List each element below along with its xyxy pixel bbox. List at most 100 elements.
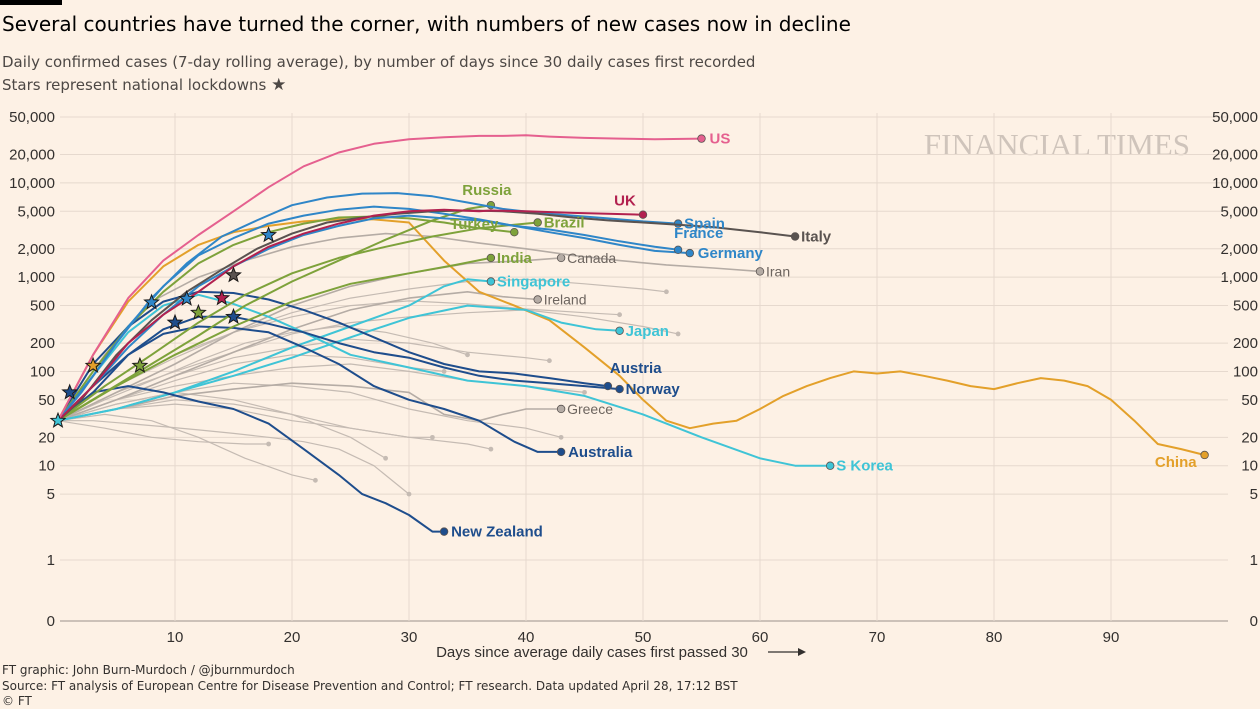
y-tick-label-left: 1 bbox=[47, 552, 55, 569]
series-label-iran: Iran bbox=[766, 263, 790, 279]
y-tick-label-left: 50 bbox=[38, 392, 55, 409]
series-line-norway bbox=[57, 315, 620, 422]
series-label-greece: Greece bbox=[567, 401, 613, 417]
y-tick-label-left: 10 bbox=[38, 458, 55, 475]
x-axis-label: Days since average daily cases first pas… bbox=[436, 644, 748, 660]
series-label-norway: Norway bbox=[626, 381, 681, 398]
star-icon: ★ bbox=[271, 75, 287, 95]
ft-brand-bar bbox=[0, 0, 62, 5]
background-country-line bbox=[57, 300, 620, 422]
series-endpoint-iran bbox=[755, 267, 765, 276]
background-country-endpoint bbox=[582, 389, 587, 395]
y-tick-label-left: 1,000 bbox=[17, 269, 55, 286]
series-label-turkey: Turkey bbox=[450, 216, 499, 233]
x-tick-label: 10 bbox=[167, 629, 184, 646]
lockdown-star-icon bbox=[84, 356, 102, 373]
y-tick-label-left: 50,000 bbox=[9, 109, 55, 126]
series-endpoint-china bbox=[1200, 450, 1209, 460]
series-endpoint-japan bbox=[615, 326, 624, 335]
series-label-singapore: Singapore bbox=[497, 273, 570, 290]
series-label-new-zealand: New Zealand bbox=[451, 524, 543, 541]
chart-subtitle-lockdown: Stars represent national lockdowns ★ bbox=[2, 75, 286, 95]
series-endpoint-italy bbox=[790, 232, 800, 241]
y-tick-label-right: 50 bbox=[1241, 392, 1258, 409]
y-tick-label-left: 20,000 bbox=[9, 147, 55, 164]
y-tick-label-right: 500 bbox=[1233, 298, 1258, 315]
background-country-line bbox=[57, 382, 562, 438]
background-country-line bbox=[58, 420, 410, 495]
series-line-greece bbox=[57, 382, 562, 422]
background-country-endpoint bbox=[383, 455, 388, 461]
lockdown-note: Stars represent national lockdowns bbox=[2, 76, 267, 94]
series-endpoint-brazil bbox=[533, 218, 542, 227]
x-tick-label: 30 bbox=[401, 629, 418, 646]
x-tick-label: 60 bbox=[752, 629, 769, 646]
lockdown-star-icon bbox=[49, 411, 67, 428]
series-endpoint-norway bbox=[615, 384, 624, 394]
y-tick-label-right: 5,000 bbox=[1220, 203, 1258, 220]
lockdown-star-icon bbox=[61, 383, 79, 400]
series-label-italy: Italy bbox=[801, 229, 832, 246]
series-line-canada bbox=[57, 257, 562, 422]
x-tick-label: 50 bbox=[635, 629, 652, 646]
chart-title: Several countries have turned the corner… bbox=[2, 12, 851, 36]
y-tick-label-right: 1 bbox=[1250, 552, 1258, 569]
series-endpoint-austria bbox=[603, 381, 613, 391]
background-country-endpoint bbox=[266, 441, 271, 447]
series-line-brazil bbox=[57, 221, 538, 422]
series-label-brazil: Brazil bbox=[544, 215, 585, 232]
y-tick-label-right: 2,000 bbox=[1220, 241, 1258, 258]
series-line-iran bbox=[57, 232, 761, 422]
series-label-russia: Russia bbox=[462, 182, 512, 199]
y-tick-label-left: 200 bbox=[30, 335, 55, 352]
lockdown-star-icon bbox=[213, 289, 231, 306]
x-tick-label: 40 bbox=[518, 629, 535, 646]
background-country-endpoint bbox=[488, 446, 494, 452]
y-tick-label-left: 2,000 bbox=[17, 241, 55, 258]
series-label-us: US bbox=[710, 131, 731, 148]
y-tick-label-right: 100 bbox=[1233, 363, 1258, 380]
series-endpoint-turkey bbox=[510, 227, 519, 237]
y-tick-label-left: 10,000 bbox=[9, 175, 55, 192]
background-country-endpoint bbox=[664, 289, 669, 295]
series-label-ireland: Ireland bbox=[544, 291, 587, 307]
series-line-australia bbox=[57, 325, 562, 453]
y-tick-label-right: 10 bbox=[1241, 458, 1258, 475]
series-label-japan: Japan bbox=[626, 323, 669, 340]
background-country-endpoint bbox=[558, 434, 564, 440]
chart-subtitle: Daily confirmed cases (7-day rolling ave… bbox=[2, 53, 756, 71]
series-endpoint-s-korea bbox=[826, 461, 835, 470]
footer-source: Source: FT analysis of European Centre f… bbox=[2, 679, 738, 693]
background-country-endpoint bbox=[675, 331, 681, 337]
series-endpoint-uk bbox=[638, 210, 648, 219]
series-endpoint-singapore bbox=[486, 277, 496, 286]
series-line-austria bbox=[57, 290, 609, 422]
y-tick-label-right: 10,000 bbox=[1212, 175, 1258, 192]
y-tick-label-left: 100 bbox=[30, 363, 55, 380]
series-endpoint-india bbox=[486, 253, 496, 263]
y-tick-label-left: 0 bbox=[47, 613, 55, 630]
background-country-endpoint bbox=[465, 352, 470, 358]
y-tick-label-right: 200 bbox=[1233, 335, 1258, 352]
y-tick-label-left: 5 bbox=[47, 486, 55, 503]
background-country-endpoint bbox=[313, 477, 318, 483]
series-endpoint-new-zealand bbox=[439, 527, 449, 536]
lockdown-star-icon bbox=[166, 313, 184, 330]
lockdown-star-icon bbox=[131, 356, 149, 373]
y-tick-label-left: 5,000 bbox=[17, 203, 55, 220]
series-label-canada: Canada bbox=[567, 250, 616, 266]
lockdown-star-icon bbox=[178, 289, 196, 306]
y-tick-label-right: 20,000 bbox=[1212, 147, 1258, 164]
background-country-endpoint bbox=[406, 491, 412, 497]
series-label-spain: Spain bbox=[684, 216, 725, 233]
series-endpoint-ireland bbox=[533, 295, 542, 304]
series-label-india: India bbox=[497, 250, 533, 267]
y-tick-label-right: 50,000 bbox=[1212, 109, 1258, 126]
y-tick-label-right: 5 bbox=[1250, 486, 1258, 503]
series-endpoint-greece bbox=[556, 404, 566, 414]
y-tick-label-left: 500 bbox=[30, 298, 55, 315]
y-tick-label-right: 1,000 bbox=[1220, 269, 1258, 286]
series-label-china: China bbox=[1155, 454, 1197, 471]
x-tick-label: 70 bbox=[869, 629, 886, 646]
lockdown-star-icon bbox=[189, 303, 207, 320]
